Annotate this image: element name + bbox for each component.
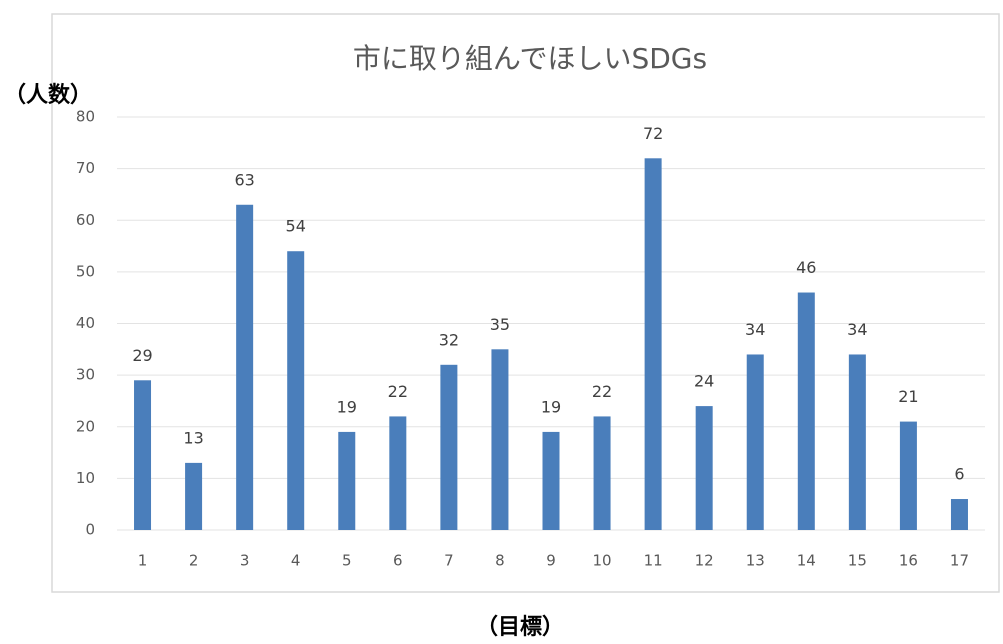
- data-label: 34: [847, 320, 867, 339]
- data-label: 22: [388, 382, 408, 401]
- data-label: 29: [132, 346, 152, 365]
- x-tick-label: 9: [546, 552, 556, 570]
- x-axis-label: （目標）: [476, 615, 564, 640]
- bar: [797, 292, 815, 530]
- bar: [287, 251, 305, 530]
- y-axis-label: （人数）: [4, 82, 92, 108]
- x-tick-label: 7: [444, 552, 454, 570]
- bar: [134, 380, 152, 530]
- x-tick-label: 13: [746, 552, 765, 570]
- x-tick-label: 11: [644, 552, 663, 570]
- bar: [440, 364, 458, 530]
- y-tick-label: 20: [76, 417, 95, 435]
- data-label: 21: [898, 387, 918, 406]
- x-tick-label: 3: [240, 552, 250, 570]
- bar: [848, 354, 866, 530]
- bar: [338, 431, 356, 530]
- x-tick-label: 10: [593, 552, 612, 570]
- y-tick-label: 10: [76, 469, 95, 487]
- data-label: 24: [694, 372, 714, 391]
- y-tick-label: 70: [76, 159, 95, 177]
- chart-frame: [51, 13, 1000, 593]
- x-tick-label: 14: [797, 552, 816, 570]
- bar: [593, 416, 611, 530]
- data-label: 32: [439, 330, 459, 349]
- bar: [389, 416, 407, 530]
- data-label: 63: [234, 170, 254, 189]
- data-label: 6: [954, 465, 964, 484]
- bar: [644, 158, 662, 531]
- x-tick-label: 2: [189, 552, 199, 570]
- y-tick-label: 50: [76, 262, 95, 280]
- x-tick-label: 16: [899, 552, 918, 570]
- y-tick-label: 60: [76, 211, 95, 229]
- x-tick-label: 15: [848, 552, 867, 570]
- x-tick-label: 4: [291, 552, 301, 570]
- data-label: 19: [337, 397, 357, 416]
- bar: [236, 204, 254, 530]
- y-tick-label: 30: [76, 366, 95, 384]
- x-tick-label: 12: [695, 552, 714, 570]
- data-label: 19: [541, 397, 561, 416]
- x-tick-label: 17: [950, 552, 969, 570]
- y-tick-label: 0: [85, 521, 95, 539]
- data-label: 35: [490, 315, 510, 334]
- data-label: 72: [643, 124, 663, 143]
- y-tick-label: 40: [76, 314, 95, 332]
- data-label: 46: [796, 258, 816, 277]
- bar: [899, 421, 917, 530]
- data-label: 22: [592, 382, 612, 401]
- x-tick-label: 1: [138, 552, 148, 570]
- bar: [695, 406, 713, 530]
- x-tick-label: 6: [393, 552, 403, 570]
- y-tick-label: 80: [76, 108, 95, 126]
- x-tick-label: 8: [495, 552, 505, 570]
- chart-title: 市に取り組んでほしいSDGs: [353, 42, 707, 75]
- bar: [491, 349, 509, 530]
- data-label: 34: [745, 320, 765, 339]
- x-tick-label: 5: [342, 552, 352, 570]
- data-label: 13: [183, 428, 203, 447]
- data-label: 54: [286, 217, 306, 236]
- bar: [542, 431, 560, 530]
- bar: [950, 499, 968, 530]
- bar: [185, 462, 203, 530]
- bar: [746, 354, 764, 530]
